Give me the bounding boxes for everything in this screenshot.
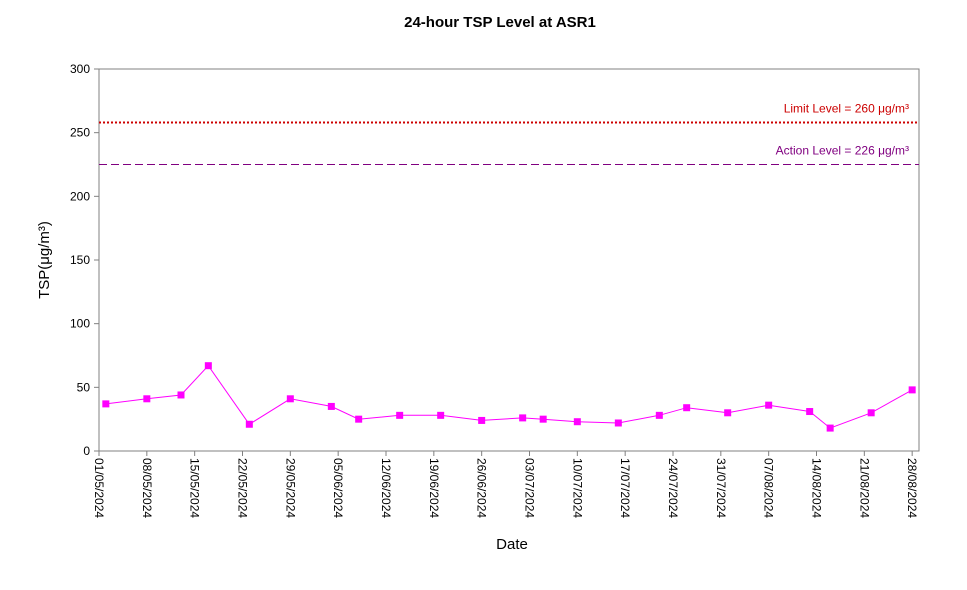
data-point — [245, 420, 253, 428]
x-tick-label: 17/07/2024 — [618, 458, 632, 518]
data-point — [867, 409, 875, 417]
data-point — [826, 424, 834, 432]
y-tick-label: 300 — [70, 62, 90, 76]
data-point — [655, 411, 663, 419]
x-tick-label: 10/07/2024 — [570, 458, 584, 518]
x-tick-label: 08/05/2024 — [140, 458, 154, 518]
data-point — [102, 400, 110, 408]
data-point — [355, 415, 363, 423]
reference-lines: Limit Level = 260 μg/m³ Action Level = 22… — [99, 101, 919, 165]
y-tick-label: 0 — [83, 444, 90, 458]
series-line — [105, 364, 913, 429]
x-tick-label: 14/08/2024 — [810, 458, 824, 518]
x-tick-label: 07/08/2024 — [762, 458, 776, 518]
data-point — [908, 386, 916, 394]
reference-line-label: Action Level = 226 μg/m³ — [776, 144, 909, 158]
y-axis: 0 50 100 150 200 250 300 — [70, 62, 99, 458]
y-tick-label: 200 — [70, 189, 90, 203]
data-point — [327, 402, 335, 410]
x-tick-label: 15/05/2024 — [188, 458, 202, 518]
data-point — [177, 391, 185, 399]
data-point — [683, 404, 691, 412]
reference-line-label: Limit Level = 260 μg/m³ — [784, 101, 909, 115]
x-tick-label: 12/06/2024 — [379, 458, 393, 518]
x-tick-label: 21/08/2024 — [857, 458, 871, 518]
data-point — [286, 395, 294, 403]
plot-area — [98, 68, 920, 452]
x-tick-label: 03/07/2024 — [523, 458, 537, 518]
data-point — [143, 395, 151, 403]
x-tick-label: 22/05/2024 — [236, 458, 250, 518]
y-tick-label: 50 — [77, 380, 91, 394]
x-tick-label: 24/07/2024 — [666, 458, 680, 518]
data-point — [539, 415, 547, 423]
x-tick-label: 05/06/2024 — [331, 458, 345, 518]
data-point — [573, 418, 581, 426]
data-point — [724, 409, 732, 417]
y-tick-label: 150 — [70, 253, 90, 267]
x-axis-title: Date — [496, 536, 528, 553]
data-point — [614, 419, 622, 427]
y-tick-label: 100 — [70, 317, 90, 331]
data-point — [396, 411, 404, 419]
x-tick-label: 29/05/2024 — [283, 458, 297, 518]
x-tick-label: 28/08/2024 — [905, 458, 919, 518]
data-point — [765, 401, 773, 409]
data-point — [437, 411, 445, 419]
x-tick-label: 19/06/2024 — [427, 458, 441, 518]
series-layer — [102, 362, 916, 432]
y-tick-label: 250 — [70, 126, 90, 140]
x-axis: 01/05/2024 08/05/2024 15/05/2024 22/05/2024… — [92, 451, 919, 518]
x-tick-label: 31/07/2024 — [714, 458, 728, 518]
data-point — [806, 408, 814, 416]
data-point — [204, 362, 212, 370]
data-point — [478, 416, 486, 424]
y-axis-title: TSP(μg/m³) — [36, 221, 53, 299]
chart-title: 24-hour TSP Level at ASR1 — [404, 14, 596, 31]
data-point — [519, 414, 527, 422]
x-tick-label: 01/05/2024 — [92, 458, 106, 518]
x-tick-label: 26/06/2024 — [475, 458, 489, 518]
